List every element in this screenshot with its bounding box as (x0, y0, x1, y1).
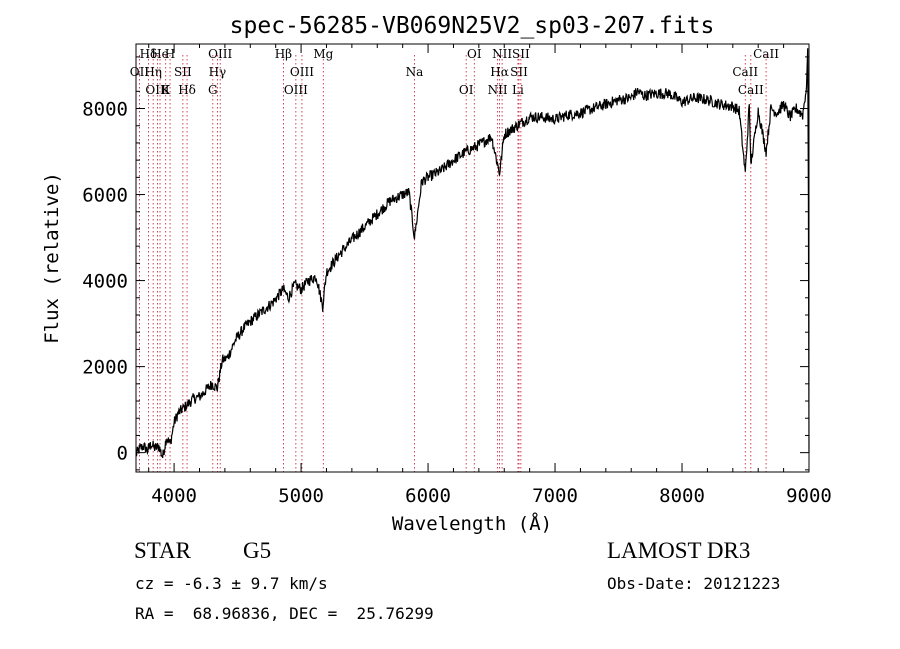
spectral-line-label: OII (130, 65, 150, 79)
spectral-line-label: CaII (753, 47, 779, 61)
x-tick-label: 5000 (278, 485, 324, 507)
spectral-line-label: H (165, 47, 175, 61)
spectral-line-label: OI (459, 83, 474, 97)
x-axis-label: Wavelength (Å) (392, 512, 552, 535)
spectral-line-label: SII (510, 65, 528, 79)
x-tick-label: 7000 (532, 485, 578, 507)
spectral-line-label: CaII (738, 83, 764, 97)
spectral-line-label: K (161, 83, 171, 97)
y-tick-label: 6000 (82, 185, 128, 207)
spectral-line-label: Hη (144, 65, 162, 79)
spectral-line-label: Hα (490, 65, 509, 79)
spectral-line-label: OIII (290, 65, 314, 79)
coordinates: RA = 68.96836, DEC = 25.76299 (135, 604, 434, 623)
spectral-line-label: Hγ (209, 65, 227, 79)
plot-frame (135, 43, 810, 473)
x-tick-label: 6000 (405, 485, 451, 507)
spectral-line-label: NII (492, 47, 512, 61)
spectral-line-label: Hβ (275, 47, 292, 61)
subclass: G5 (243, 538, 272, 563)
spectral-line-label: He (151, 47, 169, 61)
spectral-line-label: OIII (284, 83, 308, 97)
y-tick-label: 2000 (82, 357, 128, 379)
obs-date: Obs-Date: 20121223 (607, 574, 781, 593)
spectral-line-label: Li (512, 83, 524, 97)
object-class: STAR (134, 538, 191, 563)
y-tick-label: 4000 (82, 271, 128, 293)
chart-title: spec-56285-VB069N25V2_sp03-207.fits (230, 13, 715, 39)
spectral-line-label: NII (488, 83, 508, 97)
spectrum-line (135, 48, 810, 459)
spectral-line-label: OI (467, 47, 482, 61)
spectral-line-markers (139, 55, 767, 472)
x-tick-label: 8000 (659, 485, 705, 507)
spectral-line-label: SII (512, 47, 530, 61)
spectral-line-label: OIII (145, 83, 169, 97)
y-axis-ticks: 0 2000 4000 6000 8000 (82, 56, 809, 471)
x-axis-ticks: 4000 5000 6000 7000 8000 9000 (148, 44, 832, 507)
survey-name: LAMOST DR3 (607, 538, 751, 563)
spectral-line-label: Hδ (178, 83, 196, 97)
spectral-line-label: Na (406, 65, 424, 79)
y-tick-label: 0 (117, 443, 128, 465)
spectral-line-label: Hδ (140, 47, 158, 61)
spectral-line-label: Mg (313, 47, 333, 61)
spectral-line-label: OIII (208, 47, 232, 61)
y-tick-label: 8000 (82, 99, 128, 121)
x-tick-label: 4000 (151, 485, 197, 507)
y-axis-label: Flux (relative) (41, 172, 63, 344)
spectral-line-label: SII (174, 65, 192, 79)
spectral-line-label: CaII (732, 65, 758, 79)
redshift-velocity: cz = -6.3 ± 9.7 km/s (135, 574, 328, 593)
spectral-line-labels: Hδ OII OIII He Hη K H SII Hδ OIII Hγ G Hβ OIII OIII Mg N… (130, 47, 779, 97)
x-tick-label: 9000 (786, 485, 832, 507)
spectral-line-label: G (208, 83, 218, 97)
